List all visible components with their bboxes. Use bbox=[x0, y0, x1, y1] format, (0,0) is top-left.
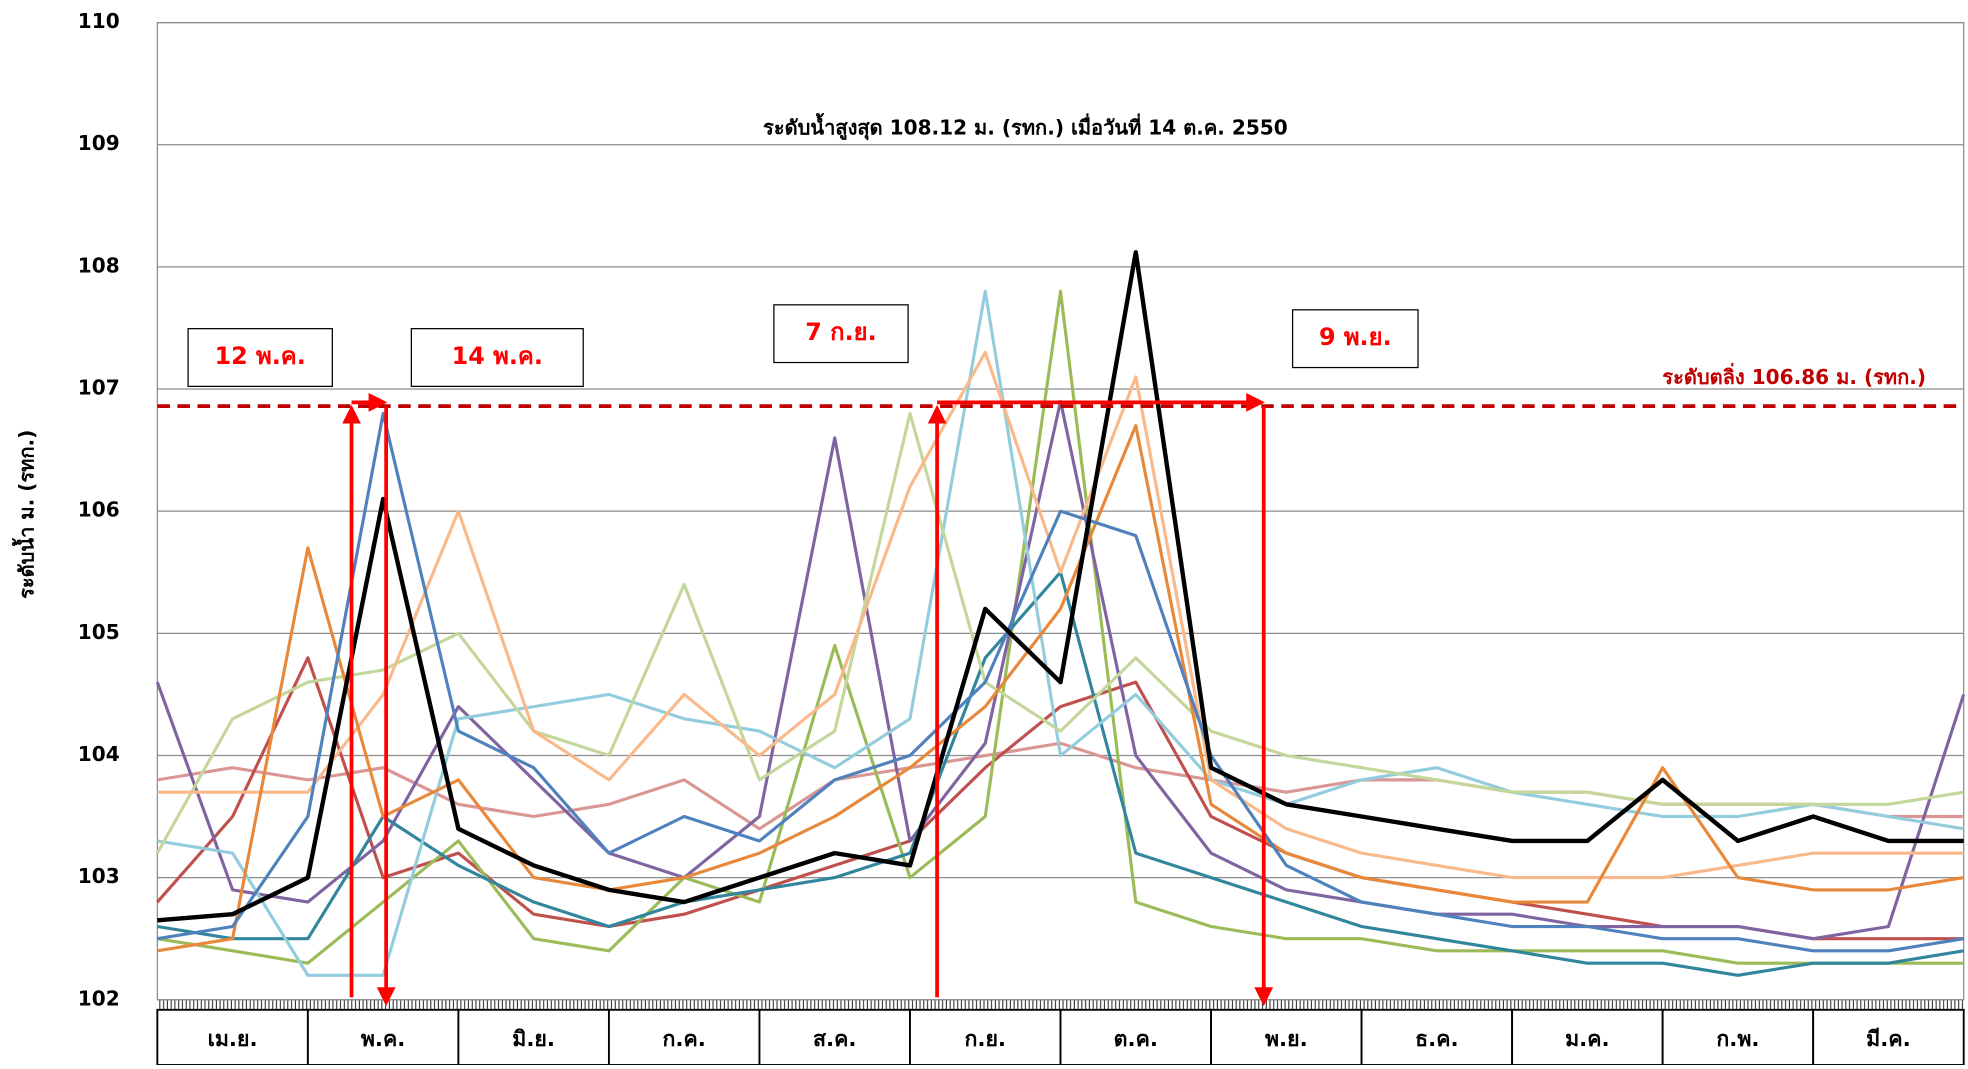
x-tick-label: พ.ย. bbox=[1265, 1027, 1308, 1052]
y-tick-label: 107 bbox=[78, 376, 120, 400]
month-box bbox=[1059, 1008, 1212, 1066]
y-tick-label: 110 bbox=[78, 9, 120, 33]
date-label: 12 พ.ค. bbox=[215, 342, 306, 370]
month-box bbox=[1661, 1008, 1815, 1066]
x-tick-label: ก.ย. bbox=[964, 1027, 1006, 1052]
y-tick-label: 102 bbox=[78, 986, 120, 1010]
month-box bbox=[758, 1008, 911, 1066]
plot-border bbox=[156, 21, 1965, 1001]
series-line bbox=[157, 424, 1964, 953]
month-box bbox=[1360, 1008, 1514, 1066]
month-box bbox=[607, 1008, 761, 1066]
x-tick-label: พ.ค. bbox=[361, 1027, 406, 1052]
y-tick-label: 105 bbox=[78, 620, 120, 644]
x-tick-label: ส.ค. bbox=[813, 1027, 856, 1052]
date-label: 9 พ.ย. bbox=[1319, 323, 1392, 351]
series-line bbox=[157, 350, 1964, 880]
axis-hatch bbox=[157, 999, 1964, 1010]
series-line bbox=[157, 289, 1964, 965]
threshold-label: ระดับตลิ่ง 106.86 ม. (รทก.) bbox=[1662, 362, 1926, 389]
y-tick-label: 108 bbox=[78, 253, 120, 277]
annotation: ระดับน้ำสูงสุด 108.12 ม. (รทก.) เมื่อวัน… bbox=[763, 113, 1288, 142]
date-box bbox=[187, 328, 333, 387]
month-box bbox=[1812, 1008, 1965, 1066]
y-axis-label: ระดับน้ำ ม. (รทก.) bbox=[12, 430, 39, 599]
date-box bbox=[410, 328, 584, 387]
x-tick-label: ก.ค. bbox=[663, 1027, 706, 1052]
series-line bbox=[157, 250, 1964, 923]
x-tick-label: มี.ค. bbox=[1866, 1027, 1911, 1052]
series-line bbox=[155, 411, 1964, 854]
y-tick-label: 109 bbox=[78, 131, 120, 155]
y-tick-label: 106 bbox=[78, 498, 120, 522]
month-box bbox=[457, 1008, 610, 1066]
date-label: 14 พ.ค. bbox=[452, 342, 543, 370]
date-box bbox=[773, 304, 909, 364]
x-tick-label: ม.ค. bbox=[1565, 1027, 1610, 1052]
x-tick-label: ต.ค. bbox=[1114, 1027, 1158, 1052]
date-box bbox=[1291, 309, 1419, 369]
series-line bbox=[157, 411, 1964, 953]
x-tick-label: ธ.ค. bbox=[1415, 1027, 1458, 1052]
series-line bbox=[157, 289, 1964, 977]
month-box bbox=[909, 1008, 1062, 1066]
x-tick-label: มิ.ย. bbox=[512, 1027, 555, 1052]
month-box bbox=[1511, 1008, 1664, 1066]
x-tick-label: เม.ย. bbox=[208, 1027, 258, 1052]
date-label: 7 ก.ย. bbox=[805, 318, 876, 346]
y-tick-label: 103 bbox=[78, 864, 120, 888]
x-tick-label: ก.พ. bbox=[1716, 1027, 1759, 1052]
y-tick-label: 104 bbox=[78, 742, 120, 766]
